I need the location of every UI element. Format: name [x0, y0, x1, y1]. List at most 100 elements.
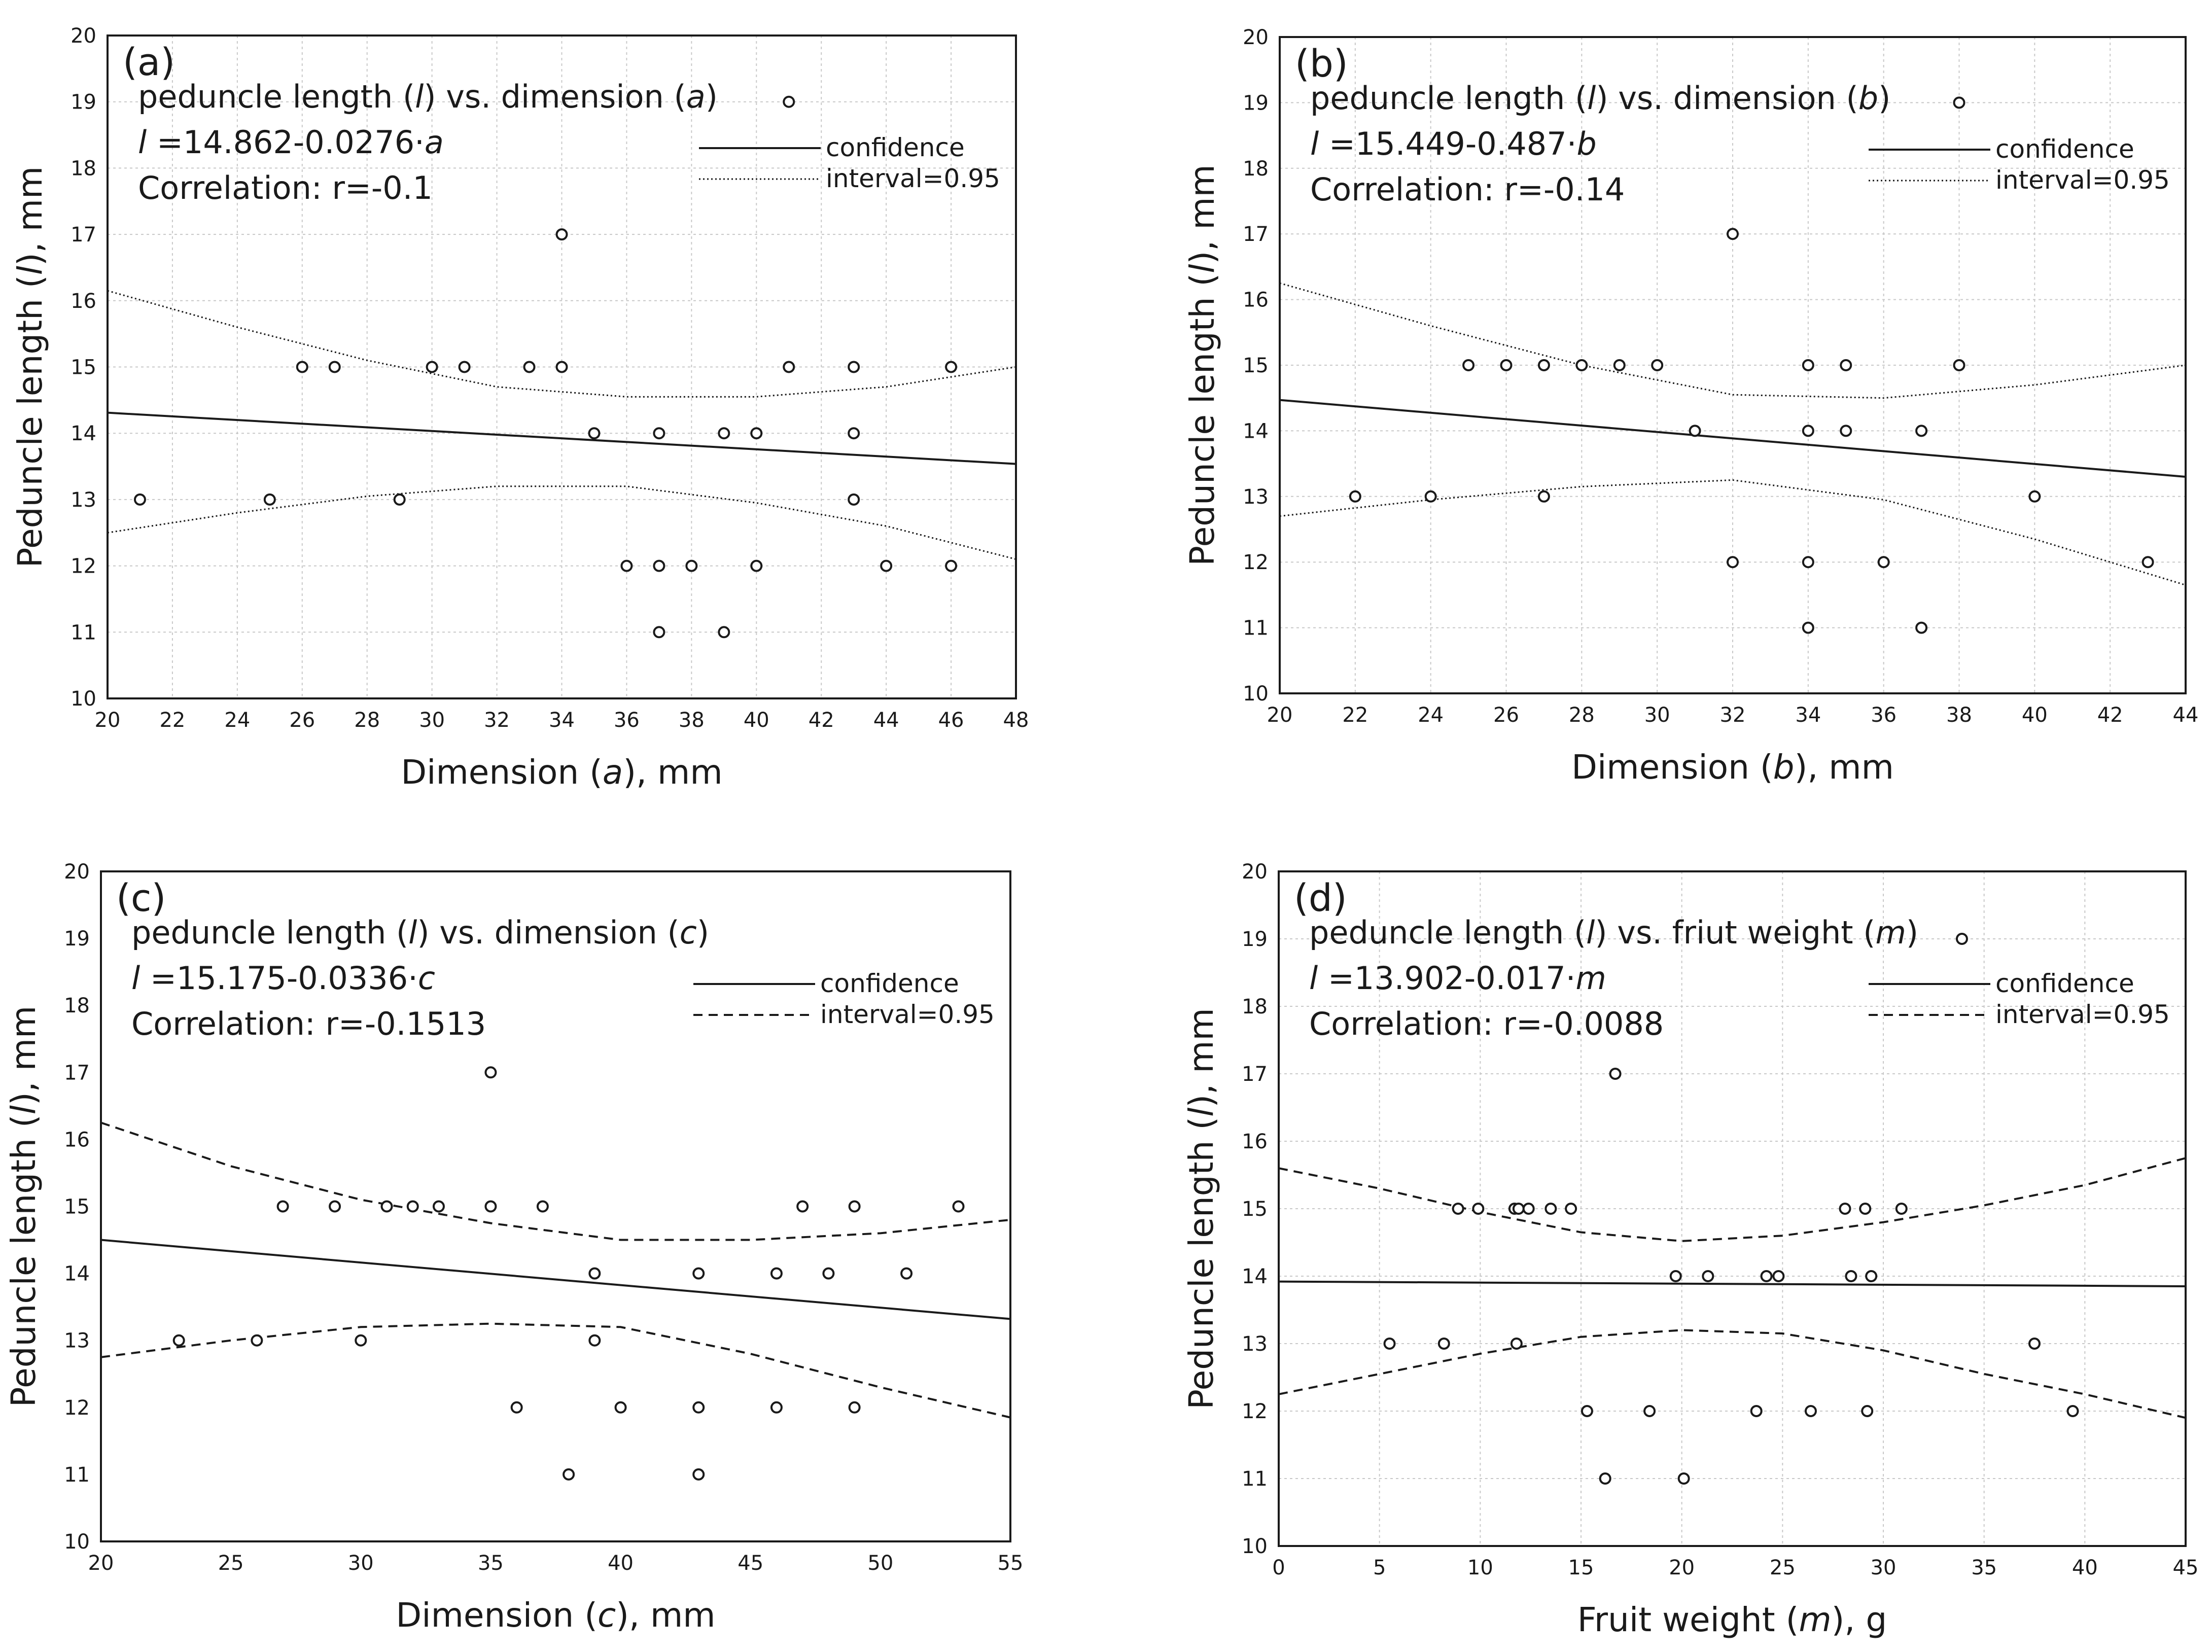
data-point [1651, 359, 1664, 371]
panel-a: 20 22 24 26 28 30 32 34 36 38 40 42 44 46 48 10 11 12 13 14… [11, 24, 1029, 792]
data-point [620, 559, 633, 572]
x-tick-label: 42 [2097, 704, 2123, 727]
x-tick-label: 40 [2022, 704, 2048, 727]
x-tick-label: 20 [1267, 704, 1293, 727]
data-point [692, 1468, 705, 1481]
data-point [848, 493, 860, 506]
data-point [588, 427, 601, 440]
y-tick-label: 18 [1242, 995, 1268, 1018]
x-tick-label: 26 [1493, 704, 1519, 727]
data-point [614, 1401, 627, 1414]
plot-frame [1278, 870, 2187, 1547]
data-point [1383, 1338, 1396, 1350]
data-point [329, 1200, 341, 1213]
y-tick-label: 17 [71, 223, 96, 247]
data-point [1895, 1203, 1908, 1215]
y-tick-label: 13 [71, 488, 96, 512]
x-tick-label: 36 [614, 709, 640, 732]
data-point [563, 1468, 575, 1481]
x-tick-label: 30 [419, 709, 445, 732]
data-point [1599, 1472, 1611, 1485]
data-point [1840, 425, 1852, 437]
y-tick-label: 20 [1242, 860, 1268, 884]
data-point [1953, 96, 1965, 109]
data-point [1702, 1270, 1714, 1282]
plot-frame [107, 34, 1017, 699]
x-tick-label: 45 [738, 1552, 763, 1575]
data-point [1772, 1270, 1785, 1282]
correlation-text: Correlation: r=-0.14 [1310, 171, 1625, 208]
data-point [355, 1334, 367, 1347]
x-tick-label: 34 [549, 709, 575, 732]
y-axis-label: Peduncle length (l), mm [4, 1006, 43, 1408]
data-point [2028, 490, 2041, 503]
x-tick-label: 30 [1644, 704, 1670, 727]
y-tick-label: 11 [1243, 617, 1269, 640]
data-point [1522, 1203, 1535, 1215]
y-tick-label: 13 [1242, 1332, 1268, 1356]
data-point [328, 361, 341, 373]
legend-ci-label: interval=0.95 [1995, 1000, 2170, 1029]
y-tick-label: 12 [64, 1396, 90, 1420]
data-point [1537, 359, 1550, 371]
y-axis-label: Peduncle length (l), mm [1183, 164, 1222, 566]
data-point [1510, 1338, 1523, 1350]
data-point [2028, 1338, 2041, 1350]
data-point [1859, 1203, 1872, 1215]
data-point [1424, 490, 1437, 503]
y-tick-label: 14 [64, 1262, 90, 1286]
y-tick-label: 18 [1243, 157, 1269, 181]
x-tick-label: 35 [478, 1552, 504, 1575]
data-point [1544, 1203, 1557, 1215]
data-point [1669, 1270, 1682, 1282]
y-tick-label: 19 [1243, 91, 1269, 115]
y-tick-label: 16 [71, 290, 96, 313]
x-tick-label: 44 [873, 709, 899, 732]
data-point [380, 1200, 393, 1213]
y-tick-label: 13 [64, 1329, 90, 1353]
confidence-band-upper [1280, 282, 2186, 399]
legend-fit-label: confidence [1995, 969, 2134, 998]
data-point [458, 361, 471, 373]
x-tick-label: 24 [224, 709, 250, 732]
data-point [555, 361, 568, 373]
x-tick-label: 10 [1467, 1556, 1493, 1579]
legend-fit-label: confidence [1995, 134, 2134, 164]
data-point [1575, 359, 1588, 371]
y-tick-label: 19 [1242, 928, 1268, 951]
chart-title: peduncle length (l) vs. dimension (c) [131, 914, 709, 951]
y-tick-label: 16 [1243, 289, 1269, 312]
y-tick-label: 18 [64, 994, 90, 1017]
grid-a [108, 36, 1016, 698]
y-tick-label: 11 [1242, 1467, 1268, 1491]
x-tick-label: 44 [2173, 704, 2199, 727]
correlation-text: Correlation: r=-0.1513 [131, 1005, 486, 1042]
data-point [276, 1200, 289, 1213]
data-point [1840, 359, 1852, 371]
confidence-band-upper [101, 1121, 1010, 1241]
y-tick-label: 16 [64, 1128, 90, 1151]
data-point [1689, 425, 1701, 437]
data-point [692, 1401, 705, 1414]
y-tick-label: 11 [71, 621, 96, 644]
x-tick-label: 50 [867, 1552, 893, 1575]
x-tick-label: 32 [1720, 704, 1746, 727]
x-tick-label: 25 [218, 1552, 244, 1575]
data-point [406, 1200, 419, 1213]
y-tick-label: 11 [64, 1463, 90, 1487]
data-point [1953, 359, 1965, 371]
panel-label: (c) [116, 876, 166, 920]
legend-fit-label: confidence [826, 133, 965, 162]
data-point [718, 427, 730, 440]
data-point [1915, 425, 1928, 437]
regression-line [1280, 399, 2186, 478]
x-tick-label: 42 [809, 709, 834, 732]
data-point [952, 1200, 965, 1213]
legend-ci-label: interval=0.95 [820, 1000, 995, 1029]
confidence-band-lower [1279, 1329, 2186, 1419]
x-tick-label: 40 [608, 1552, 634, 1575]
regression-equation: l =14.862-0.0276·a [138, 124, 444, 161]
y-tick-label: 14 [1242, 1265, 1268, 1288]
x-tick-label: 24 [1418, 704, 1444, 727]
regression-line [101, 1239, 1010, 1320]
